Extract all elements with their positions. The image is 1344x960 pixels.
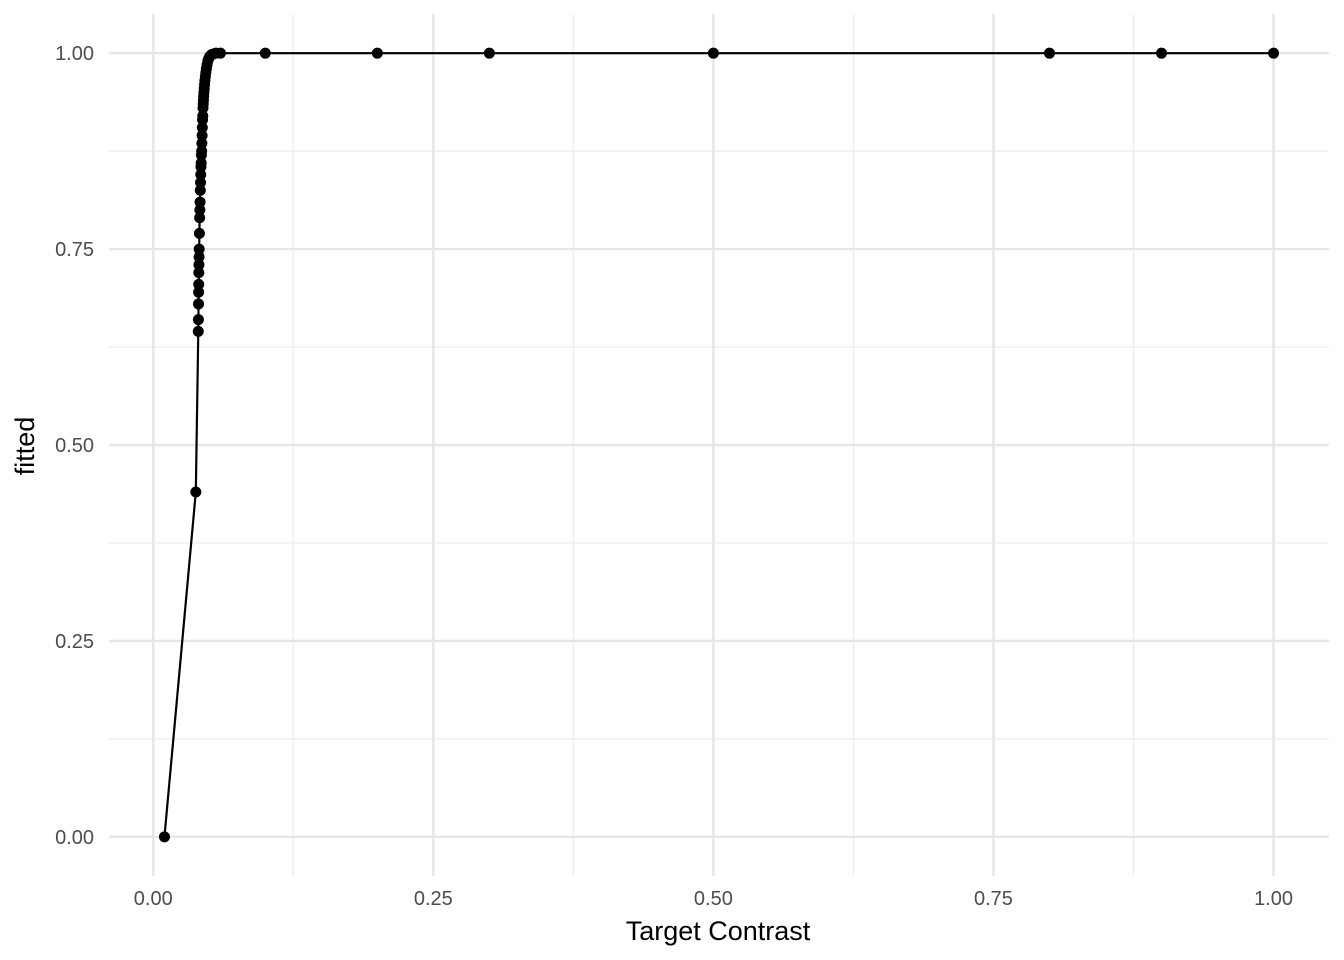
data-point	[193, 278, 205, 290]
y-tick-label: 0.25	[55, 631, 94, 653]
y-tick-label: 0.00	[55, 827, 94, 849]
x-tick-label: 1.00	[1254, 888, 1293, 910]
data-point	[193, 286, 205, 298]
y-axis-tick-labels: 0.00 0.25 0.50 0.75 1.00	[55, 43, 94, 849]
data-point	[259, 47, 271, 59]
x-tick-label: 0.25	[414, 888, 453, 910]
x-axis-title: Target Contrast	[626, 916, 811, 946]
data-point	[371, 47, 383, 59]
x-tick-label: 0.50	[694, 888, 733, 910]
data-point	[194, 196, 206, 208]
x-tick-label: 0.00	[134, 888, 173, 910]
data-point	[194, 184, 206, 196]
x-axis-tick-labels: 0.00 0.25 0.50 0.75 1.00	[134, 888, 1293, 910]
data-point	[193, 243, 205, 255]
data-point	[197, 110, 209, 122]
data-point	[196, 137, 208, 149]
data-point	[192, 325, 204, 337]
data-point	[707, 47, 719, 59]
data-point	[1043, 47, 1055, 59]
x-tick-label: 0.75	[974, 888, 1013, 910]
data-point	[193, 267, 205, 279]
data-point	[483, 47, 495, 59]
series-layer	[158, 47, 1280, 843]
data-point	[195, 176, 207, 188]
data-point	[196, 129, 208, 141]
y-tick-label: 1.00	[55, 43, 94, 65]
data-point	[196, 145, 208, 157]
data-point	[193, 251, 205, 263]
data-point	[195, 157, 207, 169]
y-axis-title: fitted	[10, 417, 40, 476]
data-point	[194, 212, 206, 224]
data-point	[1268, 47, 1280, 59]
data-point	[193, 298, 205, 310]
data-point	[158, 831, 170, 843]
major-gridlines	[109, 14, 1329, 876]
data-point	[193, 227, 205, 239]
data-point	[195, 169, 207, 181]
data-point	[190, 486, 202, 498]
data-point	[194, 204, 206, 216]
data-point	[192, 314, 204, 326]
y-tick-label: 0.75	[55, 239, 94, 261]
data-point	[214, 47, 226, 59]
data-point	[1156, 47, 1168, 59]
minor-gridlines	[109, 14, 1329, 876]
data-point	[193, 259, 205, 271]
data-point	[196, 122, 208, 134]
y-tick-label: 0.50	[55, 435, 94, 457]
